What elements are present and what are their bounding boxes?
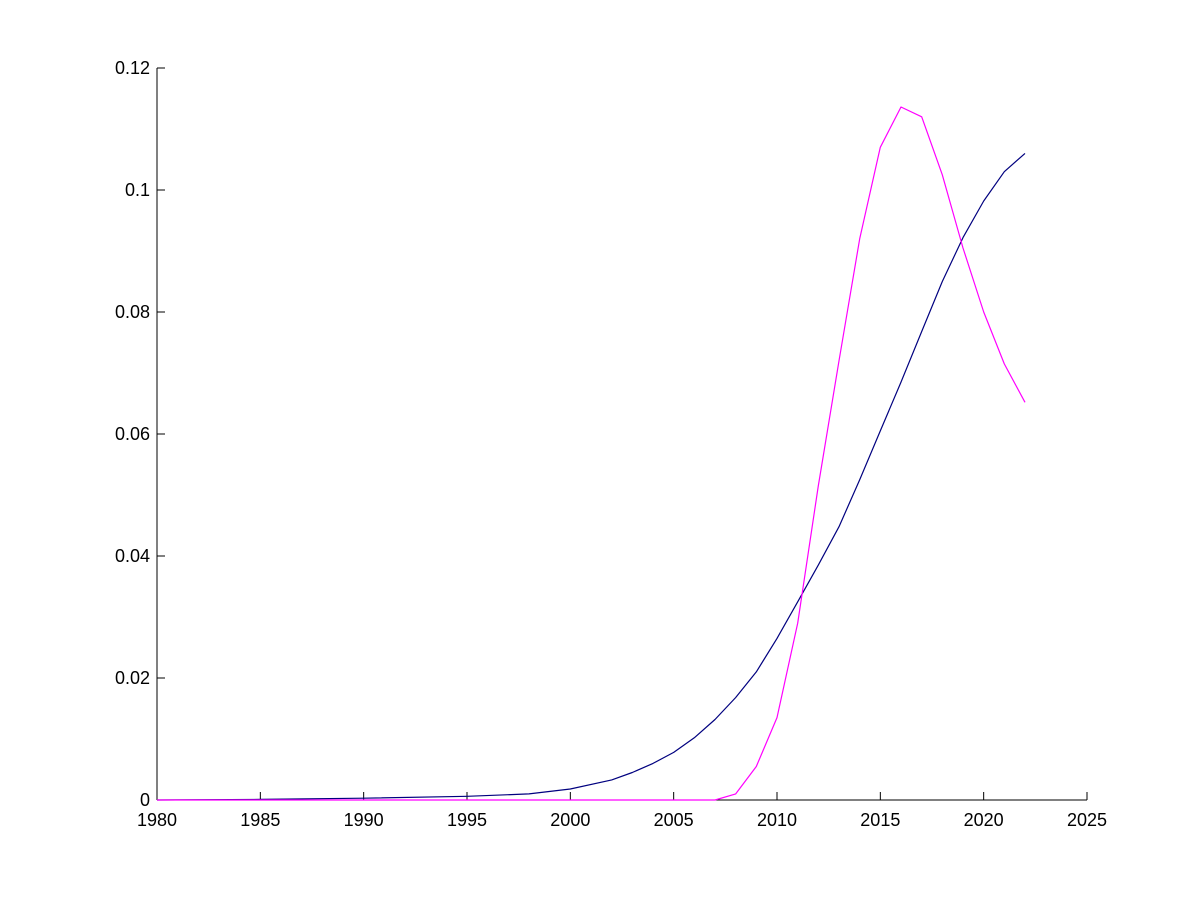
x-tick-label: 2015 (860, 810, 900, 830)
chart-series (156, 106, 1026, 801)
series-line-2 (157, 106, 1026, 801)
y-tick-label: 0.12 (115, 58, 150, 78)
y-tick-label: 0.1 (125, 180, 150, 200)
y-tick-label: 0.04 (115, 546, 150, 566)
x-tick-label: 2005 (654, 810, 694, 830)
x-tick-label: 1995 (447, 810, 487, 830)
x-tick-label: 1985 (240, 810, 280, 830)
series-line-1 (156, 152, 1026, 801)
chart-axes: 1980 1985 1990 1995 2000 2005 2010 2015 2020 2025… (115, 58, 1107, 830)
x-tick-label: 2000 (550, 810, 590, 830)
y-tick-label: 0.08 (115, 302, 150, 322)
x-tick-label: 2025 (1067, 810, 1107, 830)
y-tick-label: 0 (140, 790, 150, 810)
x-tick-label: 1990 (344, 810, 384, 830)
x-tick-label: 1980 (137, 810, 177, 830)
x-tick-label: 2020 (964, 810, 1004, 830)
y-tick-label: 0.02 (115, 668, 150, 688)
y-tick-label: 0.06 (115, 424, 150, 444)
x-tick-label: 2010 (757, 810, 797, 830)
